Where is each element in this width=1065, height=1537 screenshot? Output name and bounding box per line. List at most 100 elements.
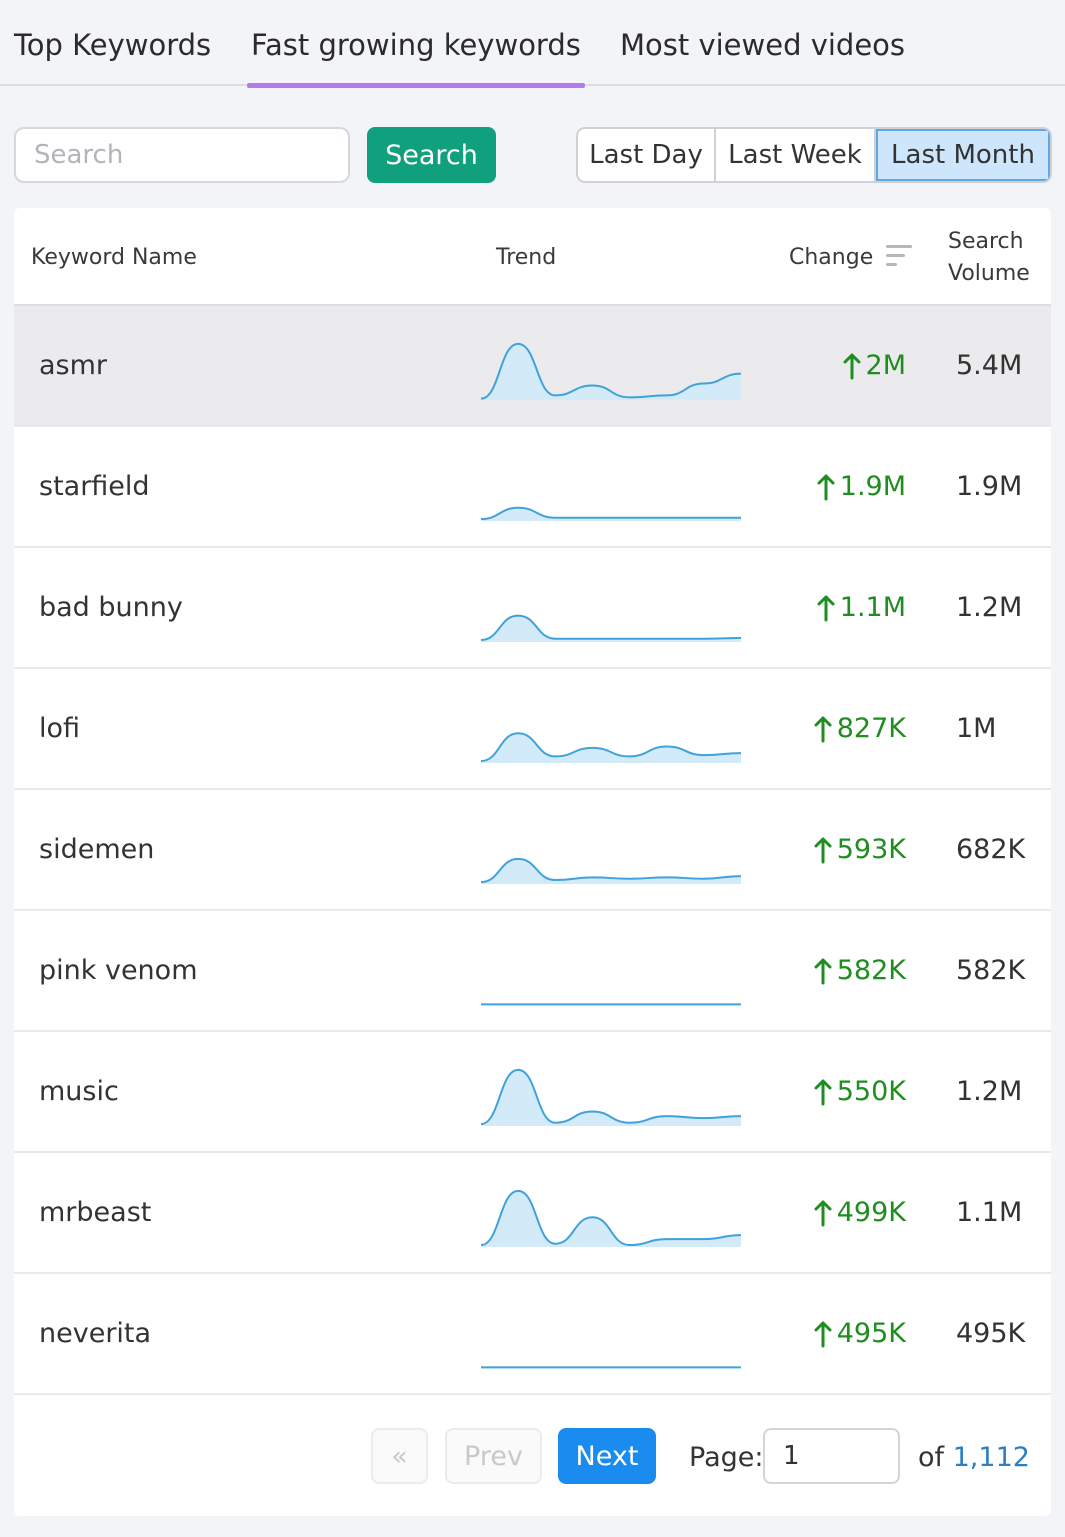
keyword-name[interactable]: neverita bbox=[39, 1318, 152, 1349]
total-pages[interactable]: 1,112 bbox=[952, 1442, 1030, 1473]
trend-sparkline bbox=[480, 1366, 741, 1369]
tab-bar: Top Keywords Fast growing keywords Most … bbox=[0, 0, 1065, 88]
table-row[interactable]: lofi 827K 1M bbox=[14, 669, 1051, 790]
tab-fast-growing-keywords[interactable]: Fast growing keywords bbox=[247, 28, 585, 88]
table-row[interactable]: mrbeast 499K 1.1M bbox=[14, 1153, 1051, 1274]
range-last-month[interactable]: Last Month bbox=[876, 129, 1050, 181]
sparkline-line bbox=[480, 506, 741, 521]
search-volume: 1.1M bbox=[956, 1197, 1023, 1228]
pagination: « Prev Next Page: of 1,112 bbox=[14, 1396, 1051, 1516]
keyword-name[interactable]: lofi bbox=[39, 713, 81, 744]
change-text: 582K bbox=[836, 955, 906, 986]
table-row[interactable]: starfield 1.9M 1.9M bbox=[14, 427, 1051, 548]
search-volume: 5.4M bbox=[956, 350, 1023, 381]
sparkline-line bbox=[480, 1068, 742, 1126]
arrow-up-icon bbox=[817, 474, 835, 500]
keyword-name[interactable]: sidemen bbox=[39, 834, 155, 865]
search-volume: 582K bbox=[956, 955, 1026, 986]
next-page-button[interactable]: Next bbox=[558, 1428, 656, 1484]
sparkline-line bbox=[480, 732, 742, 763]
sparkline-line bbox=[480, 857, 742, 884]
sparkline-area bbox=[481, 1190, 741, 1247]
arrow-up-icon bbox=[814, 716, 832, 742]
change-value: 593K bbox=[813, 834, 906, 865]
sparkline-area bbox=[481, 507, 741, 521]
sort-icon[interactable] bbox=[886, 245, 912, 269]
trend-sparkline bbox=[480, 732, 742, 763]
sparkline-line bbox=[480, 1189, 742, 1247]
sparkline-line bbox=[480, 342, 742, 400]
search-volume: 1.9M bbox=[956, 471, 1023, 502]
keyword-name[interactable]: starfield bbox=[39, 471, 150, 502]
sparkline-area bbox=[481, 343, 741, 400]
arrow-up-icon bbox=[814, 1321, 832, 1347]
time-range-selector: Last Day Last Week Last Month bbox=[576, 127, 1052, 183]
range-last-day[interactable]: Last Day bbox=[578, 129, 716, 181]
table-row[interactable]: sidemen 593K 682K bbox=[14, 790, 1051, 911]
first-page-button[interactable]: « bbox=[371, 1428, 428, 1484]
range-last-week[interactable]: Last Week bbox=[716, 129, 876, 181]
table-row[interactable]: neverita 495K 495K bbox=[14, 1274, 1051, 1395]
keywords-table: Keyword Name Trend Change Search Volume … bbox=[14, 208, 1051, 1516]
keyword-name[interactable]: pink venom bbox=[39, 955, 198, 986]
change-value: 582K bbox=[813, 955, 906, 986]
page-number-input[interactable] bbox=[763, 1428, 900, 1484]
sparkline-line bbox=[480, 614, 742, 642]
search-button[interactable]: Search bbox=[367, 127, 496, 183]
page-of-label: of bbox=[918, 1442, 945, 1473]
table-row[interactable]: asmr 2M 5.4M bbox=[14, 306, 1051, 427]
tab-most-viewed-videos[interactable]: Most viewed videos bbox=[620, 28, 906, 62]
table-row[interactable]: music 550K 1.2M bbox=[14, 1032, 1051, 1153]
change-text: 593K bbox=[836, 834, 906, 865]
table-row[interactable]: bad bunny 1.1M 1.2M bbox=[14, 548, 1051, 669]
table-row[interactable]: pink venom 582K 582K bbox=[14, 911, 1051, 1032]
search-input[interactable] bbox=[14, 127, 350, 183]
prev-page-button[interactable]: Prev bbox=[445, 1428, 542, 1484]
sparkline-area bbox=[481, 858, 741, 884]
change-value: 2M bbox=[842, 350, 906, 381]
change-value: 499K bbox=[813, 1197, 906, 1228]
page-total: of 1,112 bbox=[918, 1442, 1030, 1473]
sparkline-area bbox=[481, 1069, 741, 1126]
sparkline-area bbox=[481, 733, 741, 763]
keyword-name[interactable]: mrbeast bbox=[39, 1197, 152, 1228]
change-text: 499K bbox=[836, 1197, 906, 1228]
keyword-name[interactable]: asmr bbox=[39, 350, 108, 381]
search-volume: 1.2M bbox=[956, 592, 1023, 623]
change-value: 1.9M bbox=[816, 471, 906, 502]
change-text: 550K bbox=[836, 1076, 906, 1107]
change-value: 550K bbox=[813, 1076, 906, 1107]
trend-sparkline bbox=[480, 506, 741, 521]
tab-top-keywords[interactable]: Top Keywords bbox=[14, 28, 212, 62]
trend-sparkline bbox=[480, 857, 742, 884]
search-volume: 1.2M bbox=[956, 1076, 1023, 1107]
trend-sparkline bbox=[480, 342, 742, 400]
column-header-volume-line2: Volume bbox=[948, 261, 1030, 286]
arrow-up-icon bbox=[814, 837, 832, 863]
column-header-keyword: Keyword Name bbox=[31, 245, 197, 270]
trend-sparkline bbox=[480, 1068, 742, 1126]
arrow-up-icon bbox=[814, 1200, 832, 1226]
trend-sparkline bbox=[480, 614, 742, 642]
change-text: 1.9M bbox=[839, 471, 906, 502]
change-text: 1.1M bbox=[839, 592, 906, 623]
arrow-up-icon bbox=[814, 958, 832, 984]
keyword-name[interactable]: music bbox=[39, 1076, 119, 1107]
change-value: 1.1M bbox=[816, 592, 906, 623]
keyword-name[interactable]: bad bunny bbox=[39, 592, 183, 623]
search-volume: 1M bbox=[956, 713, 997, 744]
arrow-up-icon bbox=[814, 1079, 832, 1105]
column-header-trend: Trend bbox=[496, 245, 557, 270]
search-volume: 495K bbox=[956, 1318, 1026, 1349]
trend-sparkline bbox=[480, 1003, 741, 1006]
change-text: 827K bbox=[836, 713, 906, 744]
page-label: Page: bbox=[689, 1442, 764, 1473]
arrow-up-icon bbox=[817, 595, 835, 621]
change-text: 2M bbox=[865, 350, 906, 381]
column-header-change[interactable]: Change bbox=[789, 245, 874, 270]
arrow-up-icon bbox=[843, 353, 861, 379]
column-header-volume-line1: Search bbox=[948, 229, 1024, 254]
table-header: Keyword Name Trend Change Search Volume bbox=[14, 208, 1051, 306]
search-volume: 682K bbox=[956, 834, 1026, 865]
change-value: 495K bbox=[813, 1318, 906, 1349]
